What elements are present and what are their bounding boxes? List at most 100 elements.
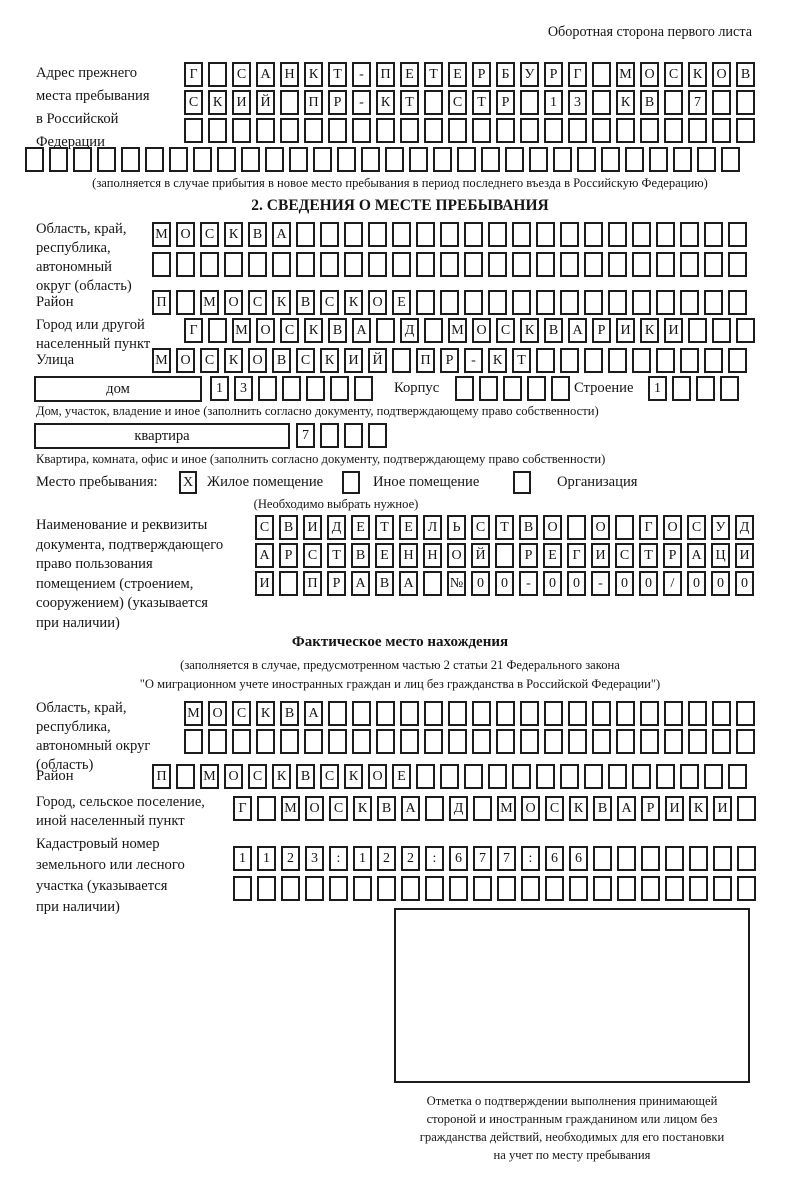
form-cell bbox=[512, 252, 531, 277]
form-cell: Г bbox=[568, 62, 587, 87]
form-cell bbox=[472, 729, 491, 754]
form-cell: Ц bbox=[711, 543, 730, 568]
form-cell: М bbox=[200, 290, 219, 315]
form-cell bbox=[488, 290, 507, 315]
form-cell: О bbox=[208, 701, 227, 726]
form-cell: Р bbox=[544, 62, 563, 87]
form-cell: Г bbox=[233, 796, 252, 821]
form-cell: И bbox=[664, 318, 683, 343]
form-cell: Т bbox=[327, 543, 346, 568]
form-cell: М bbox=[152, 222, 171, 247]
form-cell: К bbox=[376, 90, 395, 115]
form-cell bbox=[593, 876, 612, 901]
label-line: право пользования bbox=[36, 556, 153, 572]
label-line: Адрес прежнего bbox=[36, 65, 138, 81]
label-line: помещением (строением, bbox=[36, 575, 194, 592]
apartment-note: Квартира, комната, офис и иное (заполнит… bbox=[36, 452, 606, 466]
form-cell bbox=[368, 222, 387, 247]
form-cell bbox=[488, 764, 507, 789]
form-cell bbox=[689, 846, 708, 871]
form-cell bbox=[368, 423, 387, 448]
form-cell: К bbox=[344, 764, 363, 789]
form-cell bbox=[304, 118, 323, 143]
form-cell: В bbox=[279, 515, 298, 540]
form-cell: Е bbox=[543, 543, 562, 568]
form-cell: 3 bbox=[568, 90, 587, 115]
form-cell bbox=[512, 222, 531, 247]
form-cell bbox=[416, 290, 435, 315]
form-cell bbox=[423, 571, 442, 596]
form-cell bbox=[544, 729, 563, 754]
form-cell: Е bbox=[351, 515, 370, 540]
form-cell bbox=[248, 252, 267, 277]
form-cell: С bbox=[255, 515, 274, 540]
form-cell: В bbox=[593, 796, 612, 821]
stay-type-note: (Необходимо выбрать нужное) bbox=[253, 497, 419, 511]
form-cell bbox=[560, 222, 579, 247]
cadastral-label: Кадастровый номер земельного или лесного… bbox=[36, 834, 185, 918]
form-cell bbox=[520, 118, 539, 143]
form-cell bbox=[337, 147, 356, 172]
form-cell bbox=[632, 348, 651, 373]
form-cell bbox=[720, 376, 739, 401]
form-cell bbox=[73, 147, 92, 172]
form-cell bbox=[416, 764, 435, 789]
form-cell: Р bbox=[592, 318, 611, 343]
form-cell bbox=[544, 701, 563, 726]
form-cell: 7 bbox=[296, 423, 315, 448]
form-cell bbox=[592, 62, 611, 87]
label-line: округ (область) bbox=[36, 278, 132, 294]
form-cell: В bbox=[640, 90, 659, 115]
label-line: республика, bbox=[36, 719, 111, 735]
form-cell: 1 bbox=[257, 846, 276, 871]
form-cell: К bbox=[344, 290, 363, 315]
district-label: Район bbox=[36, 294, 74, 310]
form-cell: В bbox=[248, 222, 267, 247]
form-cell bbox=[536, 222, 555, 247]
form-cell bbox=[592, 729, 611, 754]
form-cell: А bbox=[568, 318, 587, 343]
form-cell: К bbox=[520, 318, 539, 343]
label-line: Область, край, bbox=[36, 700, 127, 716]
form-cell bbox=[521, 876, 540, 901]
form-cell: А bbox=[255, 543, 274, 568]
form-cell bbox=[664, 701, 683, 726]
form-cell bbox=[344, 222, 363, 247]
apartment-number-row: 7 bbox=[296, 423, 387, 448]
form-cell bbox=[169, 147, 188, 172]
form-cell: М bbox=[448, 318, 467, 343]
form-cell: У bbox=[711, 515, 730, 540]
form-cell: Г bbox=[184, 62, 203, 87]
form-cell: Р bbox=[496, 90, 515, 115]
form-cell: П bbox=[152, 290, 171, 315]
cadastral-row-2 bbox=[233, 876, 756, 901]
form-cell bbox=[584, 252, 603, 277]
form-cell: - bbox=[519, 571, 538, 596]
form-cell bbox=[560, 348, 579, 373]
form-cell: Т bbox=[328, 62, 347, 87]
form-cell bbox=[713, 876, 732, 901]
form-cell: Б bbox=[496, 62, 515, 87]
form-cell bbox=[330, 376, 349, 401]
form-cell bbox=[601, 147, 620, 172]
label-line: Город или другой bbox=[36, 317, 145, 333]
form-cell bbox=[688, 701, 707, 726]
form-cell bbox=[665, 876, 684, 901]
form-cell: А bbox=[256, 62, 275, 87]
prev-address-row-3 bbox=[184, 118, 755, 143]
form-cell: Г bbox=[639, 515, 658, 540]
form-cell bbox=[257, 876, 276, 901]
form-cell bbox=[617, 876, 636, 901]
form-cell bbox=[464, 764, 483, 789]
city-label: Город или другой населенный пункт bbox=[36, 316, 150, 354]
form-cell bbox=[344, 423, 363, 448]
form-cell bbox=[409, 147, 428, 172]
form-cell: С bbox=[448, 90, 467, 115]
form-cell: П bbox=[376, 62, 395, 87]
form-cell bbox=[352, 701, 371, 726]
form-cell: О bbox=[543, 515, 562, 540]
form-cell bbox=[569, 876, 588, 901]
actual-city-label: Город, сельское поселение, иной населенн… bbox=[36, 793, 205, 831]
